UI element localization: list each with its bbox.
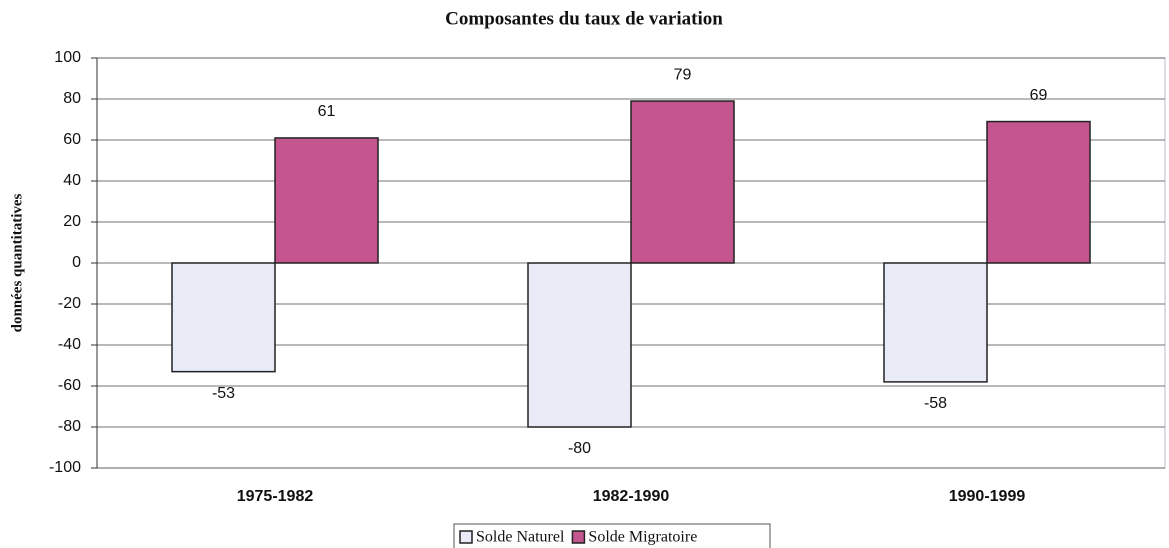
data-label: -80 [568,440,591,457]
y-tick-label: 80 [63,90,81,107]
x-tick-label: 1975-1982 [237,488,314,505]
x-tick-label: 1982-1990 [593,488,670,505]
bar [986,120,1091,264]
x-tick-label: 1990-1999 [949,488,1026,505]
legend-swatch [459,530,473,544]
legend-box [453,523,771,548]
chart-title: Composantes du taux de variation [445,8,723,29]
y-tick-label: -40 [58,336,81,353]
y-tick-label: -100 [49,459,81,476]
y-tick-label: 60 [63,131,81,148]
bar [630,100,735,264]
y-tick-label: 100 [54,49,81,66]
bar [274,137,379,264]
data-label: 61 [318,103,336,120]
y-axis-label: données quantitatives [9,193,25,332]
legend-swatch [571,530,586,544]
data-label: 79 [674,66,692,83]
bar [883,262,988,383]
y-tick-label: -60 [58,377,81,394]
data-label: -58 [924,395,947,412]
data-label: 69 [1030,87,1048,104]
y-tick-label: -20 [58,295,81,312]
bar [171,262,276,373]
y-tick-label: 0 [72,254,81,271]
bar [527,262,632,428]
legend-label: Solde Migratoire [588,529,697,546]
y-tick-label: 20 [63,213,81,230]
y-tick-label: -80 [58,418,81,435]
y-tick-label: 40 [63,172,81,189]
data-label: -53 [212,385,235,402]
legend-label: Solde Naturel [476,529,565,546]
